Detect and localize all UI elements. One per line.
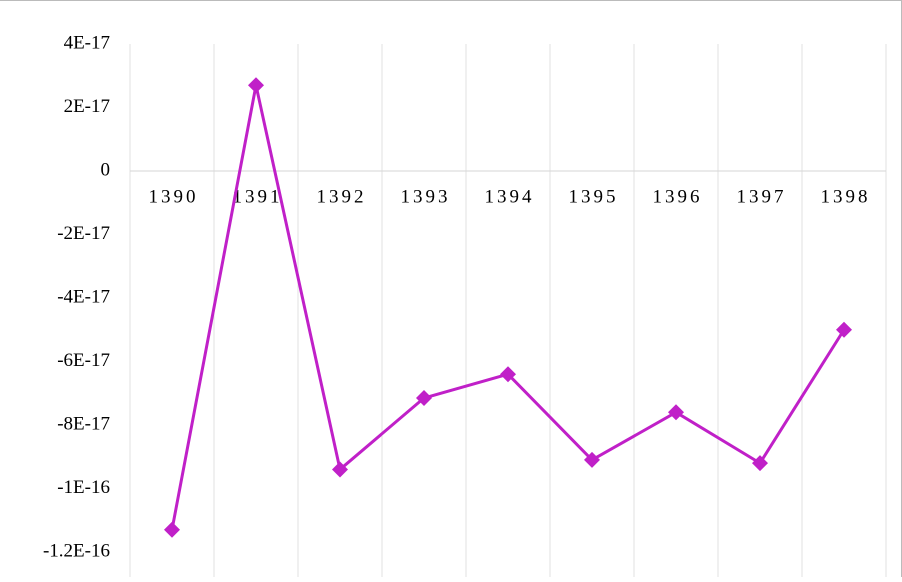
x-tick-label: 1393	[401, 186, 451, 207]
marker	[584, 451, 600, 468]
x-tick-label: 1395	[569, 186, 619, 207]
marker	[332, 461, 348, 478]
marker	[248, 77, 264, 94]
y-tick-label: -1E-16	[57, 477, 110, 498]
x-tick-label: 1391	[233, 186, 283, 207]
marker	[416, 390, 432, 407]
marker	[668, 404, 684, 421]
series-line	[170, 83, 846, 531]
x-tick-label: 1392	[317, 186, 367, 207]
y-tick-label: -2E-17	[57, 223, 110, 244]
y-tick-label: 2E-17	[64, 96, 110, 117]
y-tick-label: -4E-17	[57, 286, 110, 307]
x-tick-label: 1398	[821, 186, 871, 207]
marker	[500, 366, 516, 383]
y-tick-label: 0	[101, 159, 111, 180]
x-tick-label: 1390	[149, 186, 199, 207]
y-tick-label: -1.2E-16	[43, 540, 110, 561]
x-tick-label: 1397	[737, 186, 787, 207]
x-tick-label: 1396	[653, 186, 703, 207]
x-tick-label: 1394	[485, 186, 535, 207]
marker	[836, 321, 852, 338]
marker	[752, 455, 768, 472]
y-tick-label: -8E-17	[57, 413, 110, 434]
y-tick-label: 4E-17	[64, 32, 110, 53]
marker	[164, 521, 180, 538]
y-tick-label: -6E-17	[57, 350, 110, 371]
